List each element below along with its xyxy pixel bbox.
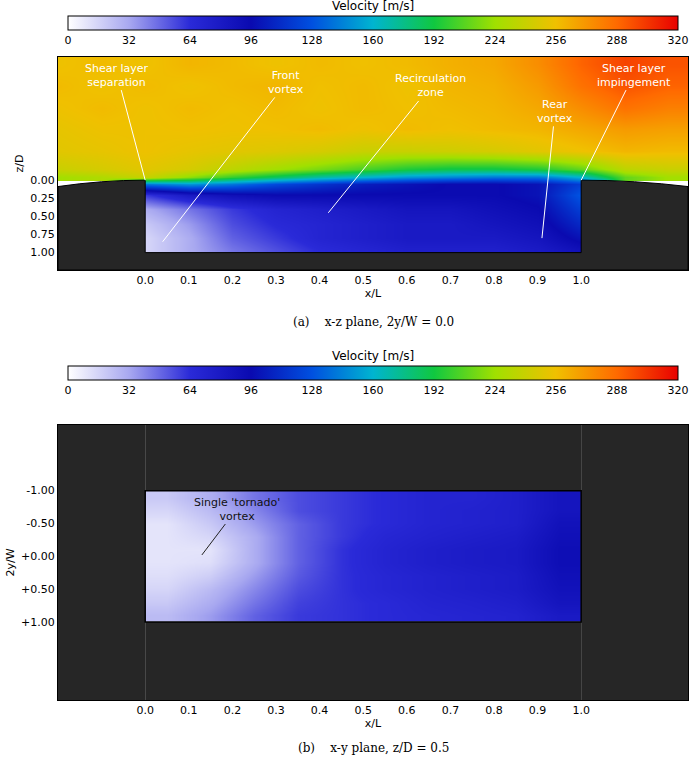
svg-text:224: 224 bbox=[485, 384, 506, 397]
svg-text:Frontvortex: Frontvortex bbox=[268, 69, 304, 96]
svg-text:0.75: 0.75 bbox=[30, 228, 55, 241]
svg-text:0.7: 0.7 bbox=[442, 274, 460, 287]
svg-text:0.50: 0.50 bbox=[30, 210, 55, 223]
svg-text:1.00: 1.00 bbox=[30, 246, 55, 259]
svg-text:+0.00: +0.00 bbox=[21, 550, 55, 563]
svg-text:32: 32 bbox=[122, 34, 136, 47]
svg-text:0.1: 0.1 bbox=[180, 274, 198, 287]
svg-text:x/L: x/L bbox=[365, 717, 382, 730]
svg-text:128: 128 bbox=[302, 34, 323, 47]
svg-text:0.5: 0.5 bbox=[354, 274, 372, 287]
svg-text:0.4: 0.4 bbox=[311, 704, 329, 717]
svg-text:0.25: 0.25 bbox=[30, 192, 55, 205]
svg-text:288: 288 bbox=[607, 384, 628, 397]
svg-text:0.6: 0.6 bbox=[398, 704, 416, 717]
svg-text:192: 192 bbox=[424, 34, 445, 47]
svg-text:0.0: 0.0 bbox=[136, 274, 154, 287]
svg-text:0.00: 0.00 bbox=[30, 174, 55, 187]
svg-text:0.2: 0.2 bbox=[224, 274, 242, 287]
svg-text:64: 64 bbox=[183, 34, 197, 47]
svg-text:224: 224 bbox=[485, 34, 506, 47]
svg-text:1.0: 1.0 bbox=[572, 274, 590, 287]
svg-text:Velocity [m/s]: Velocity [m/s] bbox=[332, 349, 414, 363]
svg-text:2y/W: 2y/W bbox=[4, 548, 17, 576]
svg-text:-1.00: -1.00 bbox=[26, 484, 54, 497]
svg-text:192: 192 bbox=[424, 384, 445, 397]
svg-text:0.9: 0.9 bbox=[529, 274, 547, 287]
svg-text:0.3: 0.3 bbox=[267, 704, 285, 717]
svg-text:(b) x-y plane, z/D = 0.5: (b) x-y plane, z/D = 0.5 bbox=[298, 741, 449, 755]
svg-text:0.7: 0.7 bbox=[442, 704, 460, 717]
svg-text:0.3: 0.3 bbox=[267, 274, 285, 287]
svg-text:0: 0 bbox=[65, 384, 72, 397]
svg-text:Rearvortex: Rearvortex bbox=[537, 98, 573, 125]
svg-text:0.8: 0.8 bbox=[485, 704, 503, 717]
svg-text:0.4: 0.4 bbox=[311, 274, 329, 287]
svg-text:0: 0 bbox=[65, 34, 72, 47]
svg-text:32: 32 bbox=[122, 384, 136, 397]
svg-text:256: 256 bbox=[546, 34, 567, 47]
svg-text:96: 96 bbox=[244, 384, 258, 397]
svg-text:(a) x-z plane, 2y/W = 0.0: (a) x-z plane, 2y/W = 0.0 bbox=[293, 315, 454, 329]
svg-text:256: 256 bbox=[546, 384, 567, 397]
svg-text:+0.50: +0.50 bbox=[21, 583, 55, 596]
svg-text:-0.50: -0.50 bbox=[26, 517, 54, 530]
svg-text:0.2: 0.2 bbox=[224, 704, 242, 717]
svg-text:320: 320 bbox=[668, 384, 689, 397]
svg-text:+1.00: +1.00 bbox=[21, 616, 55, 629]
svg-text:160: 160 bbox=[363, 34, 384, 47]
svg-text:Shear layerseparation: Shear layerseparation bbox=[85, 62, 149, 89]
svg-text:0.1: 0.1 bbox=[180, 704, 198, 717]
svg-text:Shear layerimpingement: Shear layerimpingement bbox=[597, 62, 671, 89]
svg-text:0.6: 0.6 bbox=[398, 274, 416, 287]
svg-text:Velocity [m/s]: Velocity [m/s] bbox=[332, 0, 414, 13]
svg-text:0.9: 0.9 bbox=[529, 704, 547, 717]
svg-text:0.5: 0.5 bbox=[354, 704, 372, 717]
svg-text:288: 288 bbox=[607, 34, 628, 47]
svg-text:64: 64 bbox=[183, 384, 197, 397]
svg-text:1.0: 1.0 bbox=[572, 704, 590, 717]
svg-text:Single 'tornado'vortex: Single 'tornado'vortex bbox=[194, 496, 280, 523]
svg-text:z/D: z/D bbox=[13, 155, 26, 173]
svg-text:320: 320 bbox=[668, 34, 689, 47]
svg-text:Recirculationzone: Recirculationzone bbox=[395, 72, 466, 99]
svg-text:128: 128 bbox=[302, 384, 323, 397]
svg-text:96: 96 bbox=[244, 34, 258, 47]
svg-text:160: 160 bbox=[363, 384, 384, 397]
svg-text:x/L: x/L bbox=[365, 287, 382, 300]
svg-text:0.8: 0.8 bbox=[485, 274, 503, 287]
svg-text:0.0: 0.0 bbox=[136, 704, 154, 717]
